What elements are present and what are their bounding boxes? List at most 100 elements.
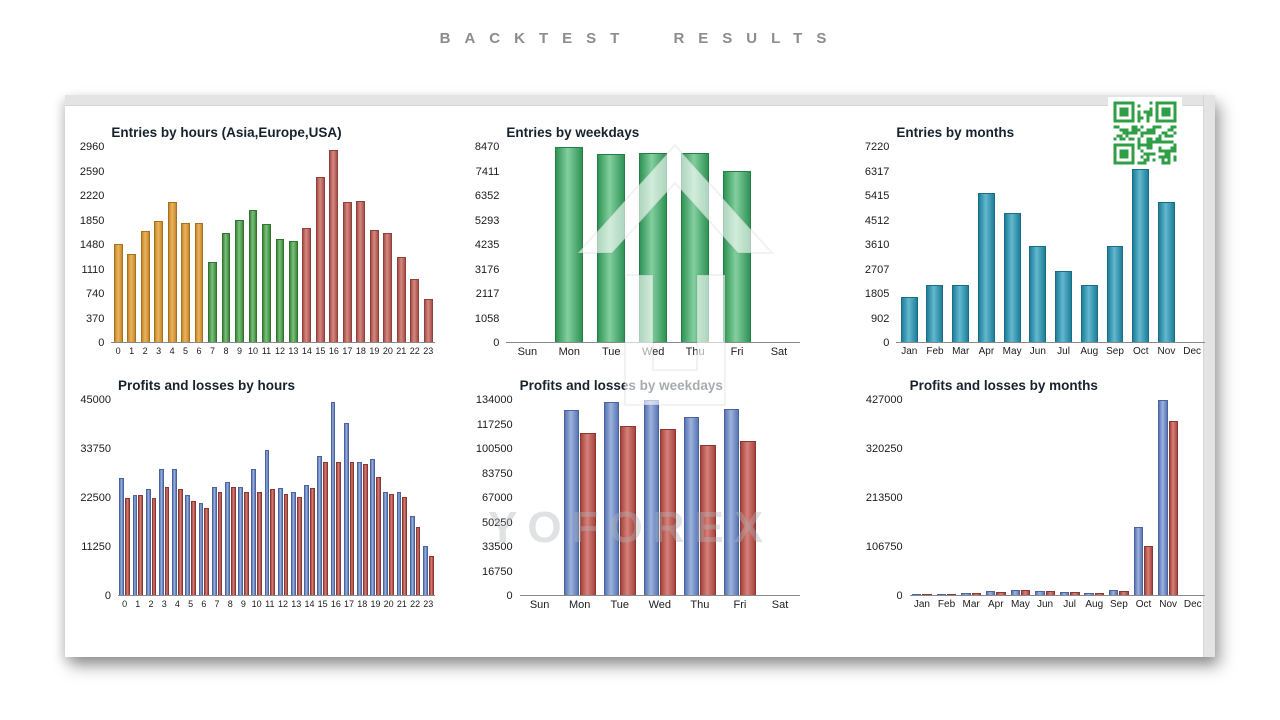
bar (603, 402, 620, 595)
plot-area (118, 400, 435, 596)
bar (389, 494, 394, 595)
bar (1003, 213, 1021, 342)
y-tick-label: 0 (896, 590, 903, 602)
x-tick-label: Mon (568, 599, 591, 611)
bar (185, 495, 191, 595)
y-tick-label: 0 (883, 337, 890, 349)
bar (912, 593, 922, 595)
bar (290, 492, 296, 595)
x-tick-label: 5 (188, 599, 194, 609)
x-tick-label: Nov (1159, 599, 1178, 610)
y-tick-label: 5415 (864, 190, 890, 202)
x-tick-label: Jun (1036, 599, 1054, 610)
bar (961, 593, 971, 595)
y-tick-label: 16750 (482, 565, 513, 578)
y-tick-label: 6352 (474, 190, 500, 202)
y-tick-label: 45000 (80, 394, 111, 406)
bar (952, 285, 970, 342)
x-tick-label: 16 (328, 346, 339, 356)
vertical-scrollbar[interactable] (1203, 95, 1215, 657)
bar (1070, 592, 1080, 595)
x-tick-label: Jul (1057, 346, 1070, 357)
x-tick-label: 22 (409, 346, 420, 356)
bar (349, 461, 355, 595)
y-tick-label: 902 (871, 312, 890, 325)
bar (580, 433, 596, 595)
bar (356, 201, 366, 342)
bar (336, 461, 342, 595)
bar (1106, 246, 1124, 342)
x-tick-label: Apr (978, 346, 995, 357)
x-tick-label: May (1002, 346, 1022, 357)
x-tick-label: Thu (690, 599, 710, 611)
bar (723, 408, 740, 595)
bar (167, 201, 177, 342)
report-card: Entries by hours (Asia,Europe,USA) 0 370 74… (65, 95, 1215, 657)
bar (402, 496, 408, 595)
bar (369, 230, 379, 342)
chart-title: Entries by weekdays (506, 125, 640, 140)
bar (740, 440, 756, 595)
bar (936, 593, 947, 595)
y-tick-label: 4235 (474, 239, 500, 251)
bar (700, 445, 716, 595)
bar (1133, 526, 1144, 595)
y-tick-label: 740 (86, 288, 105, 300)
x-tick-label: Sat (770, 346, 788, 358)
bar (723, 171, 751, 342)
bar (555, 147, 584, 342)
y-tick-label: 67000 (482, 492, 513, 504)
x-tick-label: Feb (926, 346, 944, 357)
y-tick-label: 7220 (864, 141, 890, 153)
bar (151, 497, 157, 595)
x-tick-label: Mar (952, 346, 970, 357)
x-tick-label: 4 (169, 346, 175, 356)
chart-title: Profits and losses by months (909, 378, 1098, 393)
horizontal-scrollbar[interactable] (65, 95, 1203, 106)
bar (1158, 400, 1168, 595)
x-tick-label: 19 (369, 346, 380, 356)
x-tick-label: Mar (962, 599, 980, 610)
x-tick-label: 13 (291, 599, 302, 609)
bar (639, 152, 667, 342)
x-tick-label: 23 (423, 599, 434, 609)
bar (410, 278, 420, 342)
x-tick-label: 14 (304, 599, 315, 609)
bar (238, 486, 243, 595)
bar (1109, 590, 1119, 595)
chart-entries-by-months: Entries by months 0 902 1805 2707 3610 4512 541… (860, 125, 1205, 365)
bar (208, 262, 217, 342)
bar (251, 469, 257, 595)
bar (415, 527, 421, 595)
bar (138, 495, 144, 595)
bar (343, 422, 349, 595)
bar (563, 410, 580, 595)
y-tick-label: 2590 (79, 165, 105, 178)
x-tick-label: 19 (370, 599, 381, 609)
x-tick-label: Jan (913, 599, 930, 610)
x-tick-label: 5 (183, 346, 189, 356)
bar (283, 494, 289, 595)
x-tick-label: 2 (142, 346, 148, 356)
chart-profits-losses-by-weekdays: Profits and losses by weekdays 0 16750 3350… (470, 378, 800, 618)
y-tick-label: 100500 (475, 443, 513, 455)
y-tick-label: 370 (86, 312, 105, 325)
x-tick-label: 8 (223, 346, 229, 356)
bar (235, 220, 244, 342)
bar (264, 450, 270, 595)
bar (296, 496, 302, 595)
bar (172, 469, 177, 595)
x-tick-label: Thu (685, 346, 705, 358)
bar (140, 230, 150, 342)
x-tick-label: Oct (1132, 346, 1149, 357)
x-tick-label: 18 (357, 599, 368, 609)
bar (262, 224, 271, 342)
y-tick-label: 213500 (865, 492, 903, 504)
y-tick-label: 2707 (864, 263, 890, 276)
bar (257, 492, 262, 595)
bar (191, 500, 196, 595)
y-tick-label: 22500 (80, 492, 111, 504)
y-tick-label: 6317 (864, 165, 890, 178)
x-tick-label: 7 (214, 599, 220, 609)
x-tick-label: Sun (517, 346, 538, 358)
